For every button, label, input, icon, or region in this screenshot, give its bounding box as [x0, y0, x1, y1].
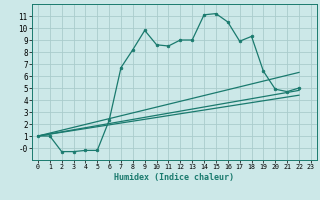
X-axis label: Humidex (Indice chaleur): Humidex (Indice chaleur) [115, 173, 234, 182]
